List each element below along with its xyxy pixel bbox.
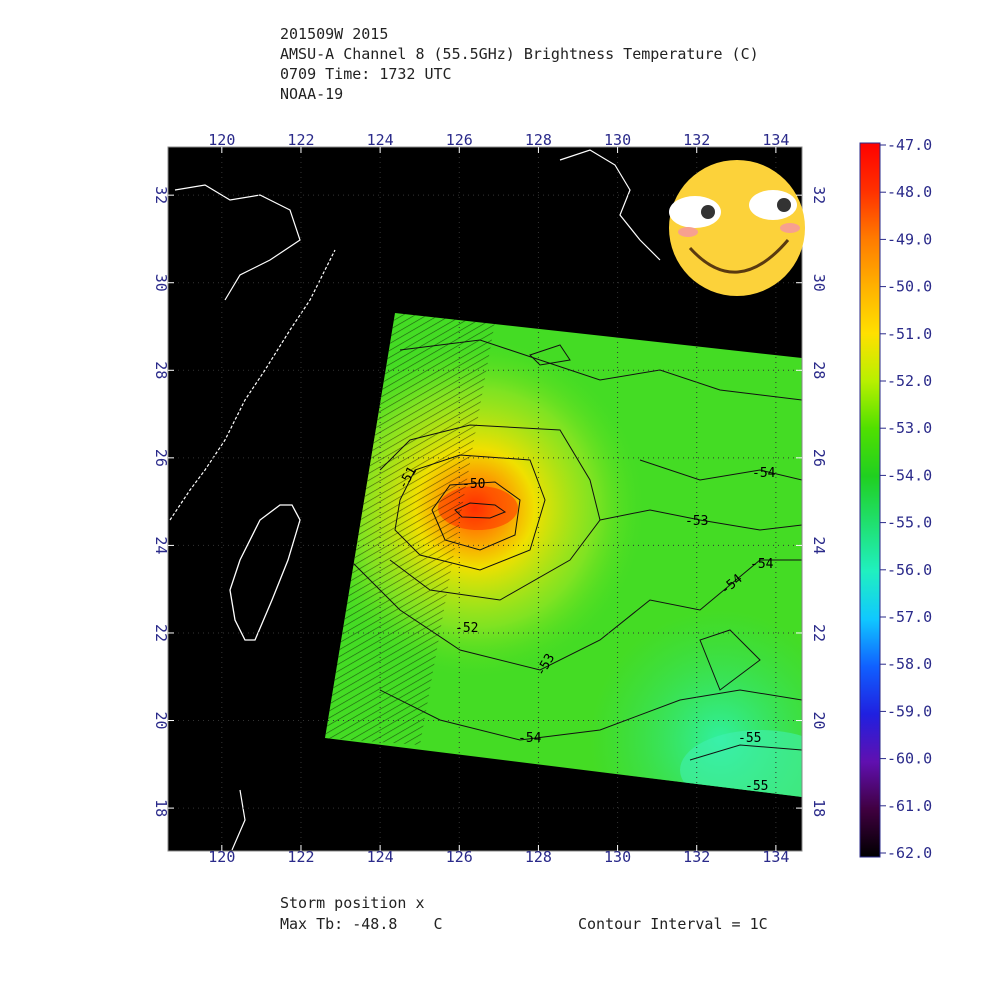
colorbar-label: -62.0 xyxy=(887,844,932,862)
colorbar-label: -54.0 xyxy=(887,466,932,484)
lon-tick-label: 122 xyxy=(287,848,314,866)
lon-tick-label: 132 xyxy=(683,131,710,149)
header-line: 201509W 2015 xyxy=(280,25,388,43)
lat-tick-label: 20 xyxy=(152,712,170,730)
map xyxy=(168,147,802,851)
colorbar-label: -50.0 xyxy=(887,278,932,296)
coastline xyxy=(174,184,301,301)
colorbar xyxy=(859,142,881,858)
contour-interval: Contour Interval = 1C xyxy=(578,915,768,933)
lat-tick-label: 30 xyxy=(152,274,170,292)
swath xyxy=(325,313,802,797)
lat-tick-label: 30 xyxy=(810,274,828,292)
contour-label: -54 xyxy=(518,731,542,746)
colorbar-label: -59.0 xyxy=(887,702,932,720)
colorbar-label: -56.0 xyxy=(887,561,932,579)
contour-label: -54 xyxy=(752,466,776,481)
contour-label: -52 xyxy=(455,621,478,636)
lon-tick-label: 128 xyxy=(525,131,552,149)
lat-tick-label: 18 xyxy=(810,799,828,817)
lat-tick-label: 32 xyxy=(810,186,828,204)
lat-tick-label: 24 xyxy=(810,536,828,554)
lon-tick-label: 132 xyxy=(683,848,710,866)
lon-tick-label: 134 xyxy=(762,848,789,866)
colorbar-ticks: -47.0 -48.0 -49.0 -50.0 -51.0 -52.0 -53.0 -54.0… xyxy=(880,136,932,862)
max-tb: Max Tb: -48.8 C xyxy=(280,915,443,933)
colorbar-label: -55.0 xyxy=(887,514,932,532)
map-frame xyxy=(167,146,803,852)
colorbar-label: -47.0 xyxy=(887,136,932,154)
header: 201509W 2015 AMSU-A Channel 8 (55.5GHz) B… xyxy=(280,25,759,103)
lat-tick-label: 18 xyxy=(152,799,170,817)
colorbar-label: -48.0 xyxy=(887,183,932,201)
lat-tick-label: 22 xyxy=(152,624,170,642)
lat-tick-label: 26 xyxy=(810,449,828,467)
colorbar-label: -49.0 xyxy=(887,230,932,248)
lon-tick-label: 126 xyxy=(446,848,473,866)
colorbar-label: -53.0 xyxy=(887,419,932,437)
lon-tick-label: 128 xyxy=(525,848,552,866)
lat-tick-label: 20 xyxy=(810,712,828,730)
lat-tick-label: 24 xyxy=(152,536,170,554)
contour-label: -53 xyxy=(685,514,708,529)
contour-label: -54 xyxy=(750,557,774,572)
lon-tick-label: 124 xyxy=(367,848,394,866)
header-line: 0709 Time: 1732 UTC xyxy=(280,65,452,83)
coastline xyxy=(559,149,661,261)
lon-tick-label: 130 xyxy=(604,131,631,149)
contour-label: -55 xyxy=(738,731,761,746)
colorbar-label: -60.0 xyxy=(887,750,932,768)
lon-tick-label: 130 xyxy=(604,848,631,866)
contour-label: -50 xyxy=(462,477,485,492)
header-line: AMSU-A Channel 8 (55.5GHz) Brightness Te… xyxy=(280,45,759,63)
contour-lines xyxy=(349,339,802,761)
coastline xyxy=(229,504,301,641)
colorbar-label: -52.0 xyxy=(887,372,932,390)
lat-tick-label: 28 xyxy=(152,361,170,379)
lat-tick-label: 32 xyxy=(152,186,170,204)
lon-tick-label: 122 xyxy=(287,131,314,149)
contour-label: -55 xyxy=(745,779,768,794)
coastline xyxy=(231,789,246,851)
lon-tick-label: 124 xyxy=(367,131,394,149)
grid xyxy=(168,147,802,851)
emoji xyxy=(669,160,805,296)
lat-tick-label: 26 xyxy=(152,449,170,467)
storm-position: Storm position x xyxy=(280,894,425,912)
colorbar-label: -51.0 xyxy=(887,325,932,343)
lon-tick-label: 126 xyxy=(446,131,473,149)
colorbar-label: -58.0 xyxy=(887,655,932,673)
lon-tick-label: 120 xyxy=(208,848,235,866)
coastline xyxy=(169,249,336,521)
colorbar-label: -61.0 xyxy=(887,797,932,815)
colorbar-label: -57.0 xyxy=(887,608,932,626)
lon-tick-label: 134 xyxy=(762,131,789,149)
lat-tick-label: 22 xyxy=(810,624,828,642)
lat-tick-label: 28 xyxy=(810,361,828,379)
lon-tick-label: 120 xyxy=(208,131,235,149)
header-line: NOAA-19 xyxy=(280,85,343,103)
